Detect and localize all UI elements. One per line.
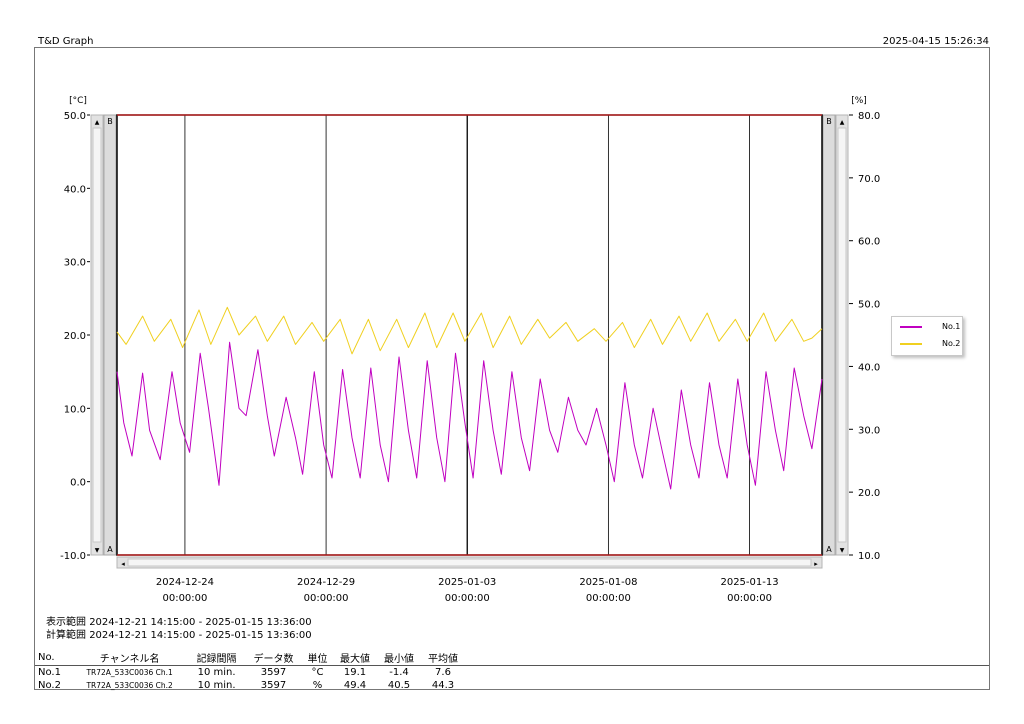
calc-range-value: 2024-12-21 14:15:00 - 2025-01-15 13:36:0… [89,630,312,641]
plot-area [116,114,823,556]
right-scroll-down-icon: ▼ [840,547,845,554]
y-left-tick-label: 50.0 [64,111,86,122]
y-right-tick-label: 30.0 [858,425,880,436]
calc-range: 計算範囲 2024-12-21 14:15:00 - 2025-01-15 13… [46,626,312,641]
cell-count: 3597 [260,667,287,678]
legend-label-no2: No.2 [942,339,961,348]
cell-unit: °C [311,667,324,678]
right-scroll-up-icon: ▲ [840,119,845,126]
legend-item-no2: No.2 [900,339,960,349]
legend-swatch-no1 [900,326,922,328]
right-scrollbar-thumb [837,127,847,543]
y-right-tick-label: 80.0 [858,111,880,122]
right-range-top-label: B [826,117,832,126]
h-scroll-left-icon: ◂ [121,560,125,568]
cell-channel: TR72A_533C0036 Ch.2 [86,681,173,690]
display-range: 表示範囲 2024-12-21 14:15:00 - 2025-01-15 13… [46,613,312,628]
table-row: No.2 TR72A_533C0036 Ch.2 10 min. 3597 % … [35,679,989,692]
y-left-unit: [°C] [69,96,87,106]
cell-max: 19.1 [343,667,367,678]
x-tick-time: 00:00:00 [586,593,631,604]
h-scroll-right-icon: ▸ [814,560,818,568]
cell-avg: 44.3 [431,680,455,691]
y-right-tick-label: 40.0 [858,362,880,373]
col-interval: 記録間隔 [188,650,246,666]
cell-min: 40.5 [387,680,411,691]
y-left-tick-label: 10.0 [64,404,86,415]
cell-interval: 10 min. [197,680,236,691]
trend-chart: B A ▲ ▼ B A ▲ ▼ ◂ ▸ 2024-12-24 00:00:00 2024-12-29 0… [60,96,880,604]
col-min: 最小値 [376,650,421,666]
y-right-tick-label: 20.0 [858,488,880,499]
col-spacer [465,650,989,666]
series-layer [116,306,823,490]
right-range-bottom-label: A [826,545,832,554]
col-channel: チャンネル名 [71,650,189,666]
series-line-no1 [116,341,823,490]
cell-max: 49.4 [343,680,367,691]
left-range-bar [103,114,117,556]
cell-spacer [465,666,989,680]
report-frame [34,47,990,690]
print-timestamp: 2025-04-15 15:26:34 [882,36,989,47]
x-tick-date: 2024-12-29 [297,577,355,588]
grid-layer [116,114,823,556]
y-right-unit: [%] [851,96,867,106]
calc-range-label: 計算範囲 [46,630,86,641]
legend-swatch-no2 [900,343,922,345]
col-unit: 単位 [301,650,333,666]
col-count: データ数 [245,650,302,666]
x-tick-date: 2025-01-03 [438,577,496,588]
x-tick-date: 2025-01-08 [579,577,637,588]
y-right-tick-label: 70.0 [858,174,880,185]
left-scroll-up-icon: ▲ [95,119,100,126]
cell-spacer [465,679,989,692]
x-tick-time: 00:00:00 [304,593,349,604]
x-tick-date: 2025-01-13 [720,577,778,588]
legend-item-no1: No.1 [900,322,960,332]
display-range-value: 2024-12-21 14:15:00 - 2025-01-15 13:36:0… [89,617,312,628]
left-range-top-label: B [107,117,113,126]
cell-min: -1.4 [389,667,409,678]
x-tick-time: 00:00:00 [162,593,207,604]
display-range-label: 表示範囲 [46,617,86,628]
y-left-tick-label: -10.0 [60,551,86,562]
cell-no: No.2 [38,680,61,691]
left-scroll-down-icon: ▼ [95,547,100,554]
cell-count: 3597 [260,680,287,691]
cell-channel: TR72A_533C0036 Ch.1 [86,668,173,677]
axes-layer: 2024-12-24 00:00:00 2024-12-29 00:00:00 2025… [60,96,880,604]
cell-unit: % [312,680,323,691]
col-max: 最大値 [333,650,377,666]
cell-no: No.1 [38,667,61,678]
col-no: No. [35,650,72,666]
y-left-tick-label: 0.0 [70,478,86,489]
y-left-tick-label: 20.0 [64,331,86,342]
cell-interval: 10 min. [197,667,236,678]
series-line-no2 [116,306,823,355]
col-avg: 平均値 [420,650,465,666]
x-tick-time: 00:00:00 [727,593,772,604]
stats-table: No. チャンネル名 記録間隔 データ数 単位 最大値 最小値 平均値 No.1… [35,650,989,692]
app-title: T&D Graph [38,36,94,47]
left-range-bottom-label: A [107,545,113,554]
y-left-tick-label: 40.0 [64,184,86,195]
table-row: No.1 TR72A_533C0036 Ch.1 10 min. 3597 °C… [35,666,989,680]
chart-legend: No.1 No.2 [891,316,963,356]
y-right-tick-label: 50.0 [858,300,880,311]
x-tick-date: 2024-12-24 [156,577,214,588]
y-right-tick-label: 10.0 [858,551,880,562]
left-scrollbar-thumb [92,127,102,543]
h-scrollbar-thumb [127,558,812,567]
y-left-tick-label: 30.0 [64,258,86,269]
x-tick-time: 00:00:00 [445,593,490,604]
cell-avg: 7.6 [435,667,451,678]
right-range-bar [822,114,836,556]
legend-label-no1: No.1 [942,322,961,331]
y-right-tick-label: 60.0 [858,237,880,248]
stats-header-row: No. チャンネル名 記録間隔 データ数 単位 最大値 最小値 平均値 [35,650,989,666]
